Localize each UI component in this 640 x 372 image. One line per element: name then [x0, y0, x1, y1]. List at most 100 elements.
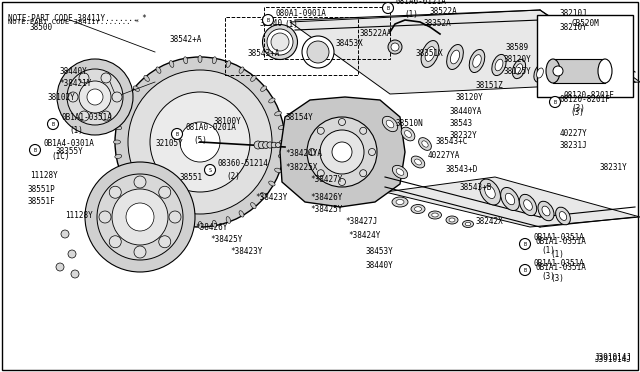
Text: 38355Y: 38355Y [55, 148, 83, 157]
Text: 38440Y: 38440Y [365, 260, 393, 269]
Ellipse shape [251, 76, 256, 81]
Ellipse shape [144, 76, 149, 81]
Ellipse shape [534, 64, 546, 82]
Text: B: B [524, 267, 527, 273]
Circle shape [68, 92, 78, 102]
Ellipse shape [404, 131, 412, 137]
Circle shape [262, 15, 273, 26]
Text: 38154Y: 38154Y [285, 112, 313, 122]
Ellipse shape [559, 212, 566, 221]
Ellipse shape [156, 67, 161, 73]
Circle shape [57, 59, 133, 135]
Ellipse shape [537, 68, 543, 78]
Ellipse shape [113, 140, 120, 144]
Circle shape [360, 170, 367, 177]
Circle shape [99, 211, 111, 223]
Text: 38551P: 38551P [27, 185, 55, 193]
Text: B: B [387, 6, 390, 10]
Circle shape [339, 119, 346, 125]
Circle shape [87, 89, 103, 105]
Text: 38543+B: 38543+B [460, 183, 492, 192]
Text: 0B1A1-0351A: 0B1A1-0351A [61, 113, 112, 122]
Circle shape [134, 176, 146, 188]
Ellipse shape [473, 55, 481, 67]
Circle shape [317, 127, 324, 134]
Circle shape [109, 236, 121, 248]
Text: 40227YA: 40227YA [428, 151, 460, 160]
Ellipse shape [506, 193, 515, 205]
Text: 38522A: 38522A [429, 7, 457, 16]
Text: J391014J: J391014J [595, 355, 632, 364]
Circle shape [271, 142, 277, 148]
Ellipse shape [144, 203, 149, 209]
Circle shape [180, 122, 220, 162]
Text: *38427Y: *38427Y [310, 176, 342, 185]
Text: *38425Y: *38425Y [310, 205, 342, 215]
Text: *38426Y: *38426Y [195, 222, 227, 231]
Text: 38543: 38543 [450, 119, 473, 128]
Text: 38242X: 38242X [475, 218, 503, 227]
Text: 38232Y: 38232Y [450, 131, 477, 141]
Ellipse shape [184, 220, 188, 227]
Text: 08120-8201F: 08120-8201F [563, 92, 614, 100]
Circle shape [112, 92, 122, 102]
Text: B: B [524, 241, 527, 247]
Ellipse shape [556, 207, 570, 225]
Ellipse shape [386, 120, 394, 128]
Text: 38540: 38540 [260, 19, 283, 29]
Ellipse shape [239, 211, 244, 217]
Text: 38210Y: 38210Y [560, 22, 588, 32]
Text: 38351X: 38351X [415, 49, 443, 58]
Ellipse shape [463, 221, 474, 228]
Circle shape [275, 142, 280, 148]
Ellipse shape [212, 220, 216, 227]
Ellipse shape [538, 201, 554, 221]
Ellipse shape [262, 25, 298, 60]
Circle shape [320, 130, 364, 174]
Ellipse shape [451, 50, 460, 64]
Ellipse shape [260, 193, 266, 198]
Text: J391014J: J391014J [595, 353, 632, 362]
Circle shape [61, 230, 69, 238]
Circle shape [388, 40, 402, 54]
Ellipse shape [449, 218, 455, 222]
Text: 38151Z: 38151Z [475, 80, 503, 90]
Text: *38225X: *38225X [285, 163, 317, 171]
Ellipse shape [170, 217, 174, 223]
Ellipse shape [479, 179, 500, 205]
Text: 38543+D: 38543+D [445, 164, 477, 173]
Text: (1): (1) [69, 125, 83, 135]
Text: CB520M: CB520M [571, 19, 599, 28]
Circle shape [391, 43, 399, 51]
Ellipse shape [415, 207, 422, 211]
Ellipse shape [422, 141, 428, 147]
Ellipse shape [392, 197, 408, 207]
Circle shape [172, 128, 182, 140]
Circle shape [339, 179, 346, 186]
Circle shape [267, 142, 273, 148]
Text: 40227Y: 40227Y [560, 129, 588, 138]
Ellipse shape [519, 194, 537, 216]
Text: 0B1A1-0351A: 0B1A1-0351A [533, 260, 584, 269]
Text: (3): (3) [570, 108, 584, 116]
Ellipse shape [411, 205, 425, 214]
Polygon shape [280, 97, 405, 207]
Ellipse shape [125, 181, 131, 186]
Text: (5): (5) [193, 135, 207, 144]
Circle shape [205, 164, 216, 176]
Text: *38423Y: *38423Y [255, 192, 287, 202]
Circle shape [67, 69, 123, 125]
Ellipse shape [412, 156, 425, 168]
Text: 38120Y: 38120Y [503, 55, 531, 64]
Text: 38500: 38500 [30, 23, 53, 32]
Text: 08120-8201F: 08120-8201F [560, 96, 611, 105]
Text: B: B [266, 17, 269, 22]
Circle shape [550, 96, 561, 108]
Ellipse shape [125, 98, 131, 103]
Text: 38440YA: 38440YA [450, 108, 483, 116]
Circle shape [97, 174, 183, 260]
Circle shape [360, 127, 367, 134]
Text: 080A1-0901A: 080A1-0901A [276, 10, 327, 19]
Ellipse shape [118, 111, 125, 116]
Text: NOTE:PART CODE 38411Y....... *: NOTE:PART CODE 38411Y....... * [8, 14, 147, 23]
